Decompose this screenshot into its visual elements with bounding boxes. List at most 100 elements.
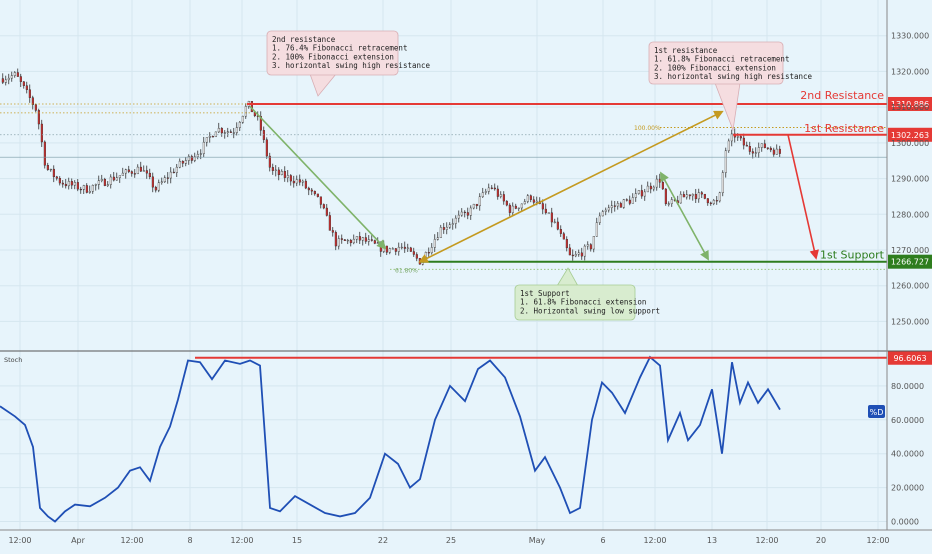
support-1-price-tag xyxy=(888,254,932,269)
candle-body xyxy=(328,215,331,231)
candle-body xyxy=(658,178,661,183)
candle-body xyxy=(739,136,742,139)
candle-body xyxy=(124,169,127,174)
candle-body xyxy=(466,212,469,216)
candle-body xyxy=(283,171,286,178)
annotation-r1-line: 1st resistance xyxy=(654,46,718,55)
candle-body xyxy=(391,248,394,250)
candle-body xyxy=(1,78,4,83)
candle-body xyxy=(508,204,511,213)
candle-body xyxy=(628,199,631,204)
time-tick-label: 12:00 xyxy=(120,536,143,545)
candle-body xyxy=(316,193,319,197)
price-tick-label: 1270.000 xyxy=(891,246,929,255)
candle-body xyxy=(541,203,544,210)
stoch-d-line xyxy=(0,355,781,523)
candle-body xyxy=(196,154,199,158)
candle-body xyxy=(661,182,664,190)
candle-body xyxy=(340,238,343,240)
projection-arrow xyxy=(787,134,819,260)
candle-body xyxy=(721,172,724,194)
time-tick-label: Apr xyxy=(71,536,86,545)
candle-body xyxy=(67,181,70,187)
candle-body xyxy=(568,247,571,256)
candle-body xyxy=(589,244,592,250)
candle-body xyxy=(28,89,31,98)
candle-body xyxy=(76,182,79,190)
candle-body xyxy=(724,150,727,173)
candle-body xyxy=(121,172,124,176)
candle-body xyxy=(502,194,505,202)
candle-body xyxy=(697,192,700,200)
candle-body xyxy=(649,185,652,190)
time-tick-label: 8 xyxy=(187,536,192,545)
candle-body xyxy=(268,155,271,168)
candle-body xyxy=(754,152,757,154)
candle-body xyxy=(730,133,733,142)
candle-body xyxy=(175,166,178,173)
candle-body xyxy=(250,101,253,113)
candle-body xyxy=(43,141,46,166)
annotation-r2-line: 3. horizontal swing high resistance xyxy=(272,61,431,70)
candle-body xyxy=(481,192,484,197)
candle-body xyxy=(637,190,640,194)
candle-body xyxy=(7,77,10,81)
candle-body xyxy=(526,195,529,202)
candle-body xyxy=(385,245,388,253)
candle-body xyxy=(706,198,709,204)
candle-body xyxy=(610,205,613,209)
price-tick-label: 1290.000 xyxy=(891,175,929,184)
stoch-tick-label: 40.0000 xyxy=(891,450,924,459)
candle-body xyxy=(313,190,316,195)
candle-body xyxy=(82,185,85,190)
candle-body xyxy=(337,238,340,247)
candle-body xyxy=(715,200,718,202)
candle-body xyxy=(376,242,379,244)
candle-body xyxy=(169,171,172,179)
candle-body xyxy=(346,239,349,242)
candle-body xyxy=(16,72,19,77)
resistance-1-label: 1st Resistance xyxy=(804,122,884,135)
price-tick-label: 1300.000 xyxy=(891,139,929,148)
annotation-s1-line: 1. 61.8% Fibonacci extension xyxy=(520,298,646,307)
candle-body xyxy=(70,181,73,186)
time-tick-label: 6 xyxy=(600,536,605,545)
candle-body xyxy=(412,251,415,255)
candle-body xyxy=(157,182,160,191)
candle-body xyxy=(475,203,478,207)
candle-body xyxy=(457,214,460,219)
annotation-r1-box xyxy=(648,41,784,85)
resistance-2-price-label: 1310.886 xyxy=(891,100,929,109)
candle-body xyxy=(223,132,226,134)
candle-body xyxy=(25,85,28,90)
candle-body xyxy=(745,144,748,147)
candle-body xyxy=(559,229,562,234)
candle-body xyxy=(325,207,328,216)
candle-body xyxy=(406,247,409,249)
candle-body xyxy=(211,136,214,138)
candle-body xyxy=(154,186,157,191)
price-tick-label: 1280.000 xyxy=(891,210,929,219)
candle-body xyxy=(463,211,466,214)
candle-body xyxy=(640,190,643,197)
candle-body xyxy=(220,128,223,134)
candle-body xyxy=(454,217,457,224)
candle-body xyxy=(151,176,154,188)
candle-body xyxy=(619,203,622,208)
fib-618-label: 61.80% xyxy=(395,267,418,274)
candle-body xyxy=(115,177,118,181)
candle-body xyxy=(265,139,268,157)
candle-body xyxy=(583,245,586,257)
candle-body xyxy=(613,205,616,207)
candle-body xyxy=(205,137,208,143)
candle-body xyxy=(49,168,52,171)
candle-body xyxy=(370,239,373,241)
candle-body xyxy=(622,199,625,208)
candle-body xyxy=(373,240,376,244)
candle-body xyxy=(757,147,760,153)
candle-body xyxy=(160,181,163,183)
candle-body xyxy=(631,197,634,204)
resistance-1-price-label: 1302.263 xyxy=(891,131,929,140)
candle-body xyxy=(73,182,76,186)
candle-body xyxy=(274,169,277,171)
